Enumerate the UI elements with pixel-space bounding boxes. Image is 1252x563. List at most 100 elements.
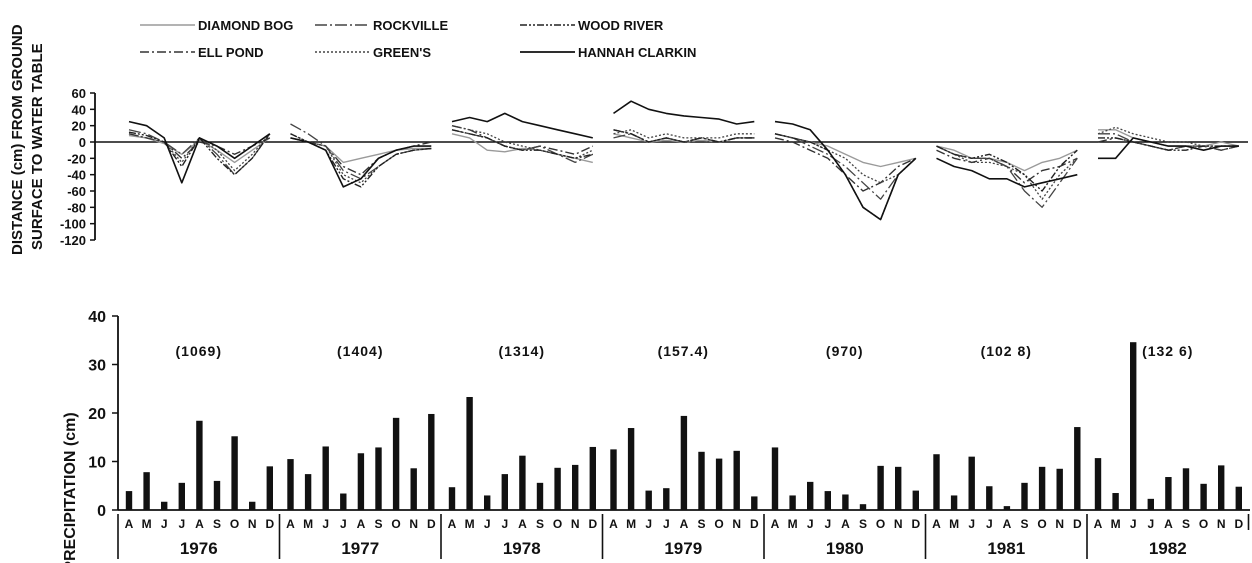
month-label: A <box>841 517 850 531</box>
year-label: 1980 <box>826 539 864 558</box>
precipitation-bar <box>807 481 814 510</box>
series-line-wood-river <box>451 129 593 159</box>
water-table-tick-label: -20 <box>67 151 86 166</box>
month-label: S <box>213 517 221 531</box>
precipitation-bar <box>789 495 796 510</box>
precipitation-bar <box>912 490 919 510</box>
precipitation-bar <box>895 466 902 510</box>
precipitation-bar <box>1112 493 1119 510</box>
month-label: O <box>1199 517 1208 531</box>
month-label: J <box>340 517 347 531</box>
precipitation-bar <box>1235 486 1242 510</box>
month-label: D <box>1073 517 1082 531</box>
precipitation-bar <box>842 494 849 510</box>
precipitation-bar <box>1094 458 1102 510</box>
precipitation-bar <box>771 447 779 510</box>
series-line-rockville <box>1098 133 1239 151</box>
precipitation-bar <box>859 504 867 510</box>
month-label: J <box>161 517 168 531</box>
month-label: J <box>824 517 831 531</box>
month-label: O <box>553 517 562 531</box>
month-label: O <box>714 517 723 531</box>
month-label: S <box>536 517 544 531</box>
annual-total-label: (132 6) <box>1142 343 1193 359</box>
annual-total-label: (1404) <box>337 343 383 359</box>
precipitation-bar <box>125 491 133 510</box>
precipitation-tick-label: 10 <box>88 455 106 472</box>
precipitation-bar <box>1021 482 1028 510</box>
precipitation-bar <box>645 490 652 510</box>
annual-total-label: (970) <box>826 343 864 359</box>
series-line-green-s <box>290 133 432 184</box>
water-table-series <box>128 100 1239 221</box>
series-line-hannah-clarkin <box>1098 137 1239 160</box>
precipitation-bar <box>627 428 635 510</box>
series-line-wood-river <box>613 129 755 143</box>
precipitation-bar <box>1038 466 1046 510</box>
precipitation-bar <box>357 453 365 510</box>
month-label: J <box>484 517 491 531</box>
water-table-tick-label: 60 <box>72 86 86 101</box>
month-label: A <box>1003 517 1012 531</box>
legend-label: HANNAH CLARKIN <box>578 45 696 60</box>
month-label: M <box>949 517 959 531</box>
series-line-ell-pond <box>936 149 1078 184</box>
month-label: N <box>1217 517 1226 531</box>
precipitation-bar <box>178 482 185 510</box>
month-label: A <box>680 517 689 531</box>
precipitation-bar <box>1003 506 1011 510</box>
series-line-wood-river <box>1098 137 1239 151</box>
precipitation-bar <box>428 413 435 510</box>
precipitation-bar <box>143 472 150 510</box>
precipitation-annual-totals: (1069) (1404) (1314) (157.4) (970) (102 8) (13… <box>176 343 1193 359</box>
water-table-tick-label: 20 <box>72 119 86 134</box>
series-line-hannah-clarkin <box>613 100 755 125</box>
month-label: D <box>911 517 920 531</box>
precipitation-bar <box>231 436 238 510</box>
month-label: N <box>248 517 257 531</box>
month-label: J <box>968 517 975 531</box>
water-table-tick-label: -60 <box>67 184 86 199</box>
month-label: N <box>894 517 903 531</box>
legend-label: ROCKVILLE <box>373 18 448 33</box>
month-label: S <box>859 517 867 531</box>
month-label: D <box>588 517 597 531</box>
annual-total-label: (102 8) <box>981 343 1032 359</box>
series-line-diamond-bog <box>1098 129 1239 147</box>
series-line-green-s <box>774 133 917 184</box>
precipitation-bar <box>680 415 688 510</box>
month-label: D <box>427 517 436 531</box>
precipitation-bar <box>610 449 617 510</box>
precipitation-tick-label: 40 <box>88 309 106 326</box>
month-label: D <box>265 517 274 531</box>
precipitation-bar <box>1147 498 1154 510</box>
month-label: S <box>1020 517 1028 531</box>
precipitation-bar <box>1130 342 1137 510</box>
precipitation-bar <box>933 454 940 510</box>
precipitation-bar <box>536 482 544 510</box>
legend-label: WOOD RIVER <box>578 18 664 33</box>
precipitation-bar <box>519 455 526 510</box>
precipitation-ylabel: PRECIPITATION (cm) <box>62 412 79 563</box>
month-label: J <box>178 517 185 531</box>
month-label: A <box>195 517 204 531</box>
precipitation-bar <box>410 468 417 510</box>
series-line-rockville <box>774 133 917 200</box>
year-axis-labels: 1976 1977 1978 1979 1980 1981 1982 <box>117 514 1250 559</box>
precipitation-bar <box>877 465 884 510</box>
precipitation-bar <box>824 491 831 510</box>
month-label: A <box>609 517 618 531</box>
month-label: A <box>771 517 780 531</box>
precipitation-bar <box>733 450 740 510</box>
year-label: 1982 <box>1149 539 1187 558</box>
series-line-wood-river <box>936 145 1078 192</box>
water-table-tick-label: 0 <box>79 135 86 150</box>
precipitation-ticks: 0 10 20 30 40 <box>88 309 118 520</box>
month-label: J <box>807 517 814 531</box>
legend: DIAMOND BOG ROCKVILLE WOOD RIVER ELL POND GR… <box>140 18 696 60</box>
month-label: J <box>663 517 670 531</box>
series-line-hannah-clarkin <box>774 120 917 221</box>
series-line-green-s <box>613 129 755 139</box>
